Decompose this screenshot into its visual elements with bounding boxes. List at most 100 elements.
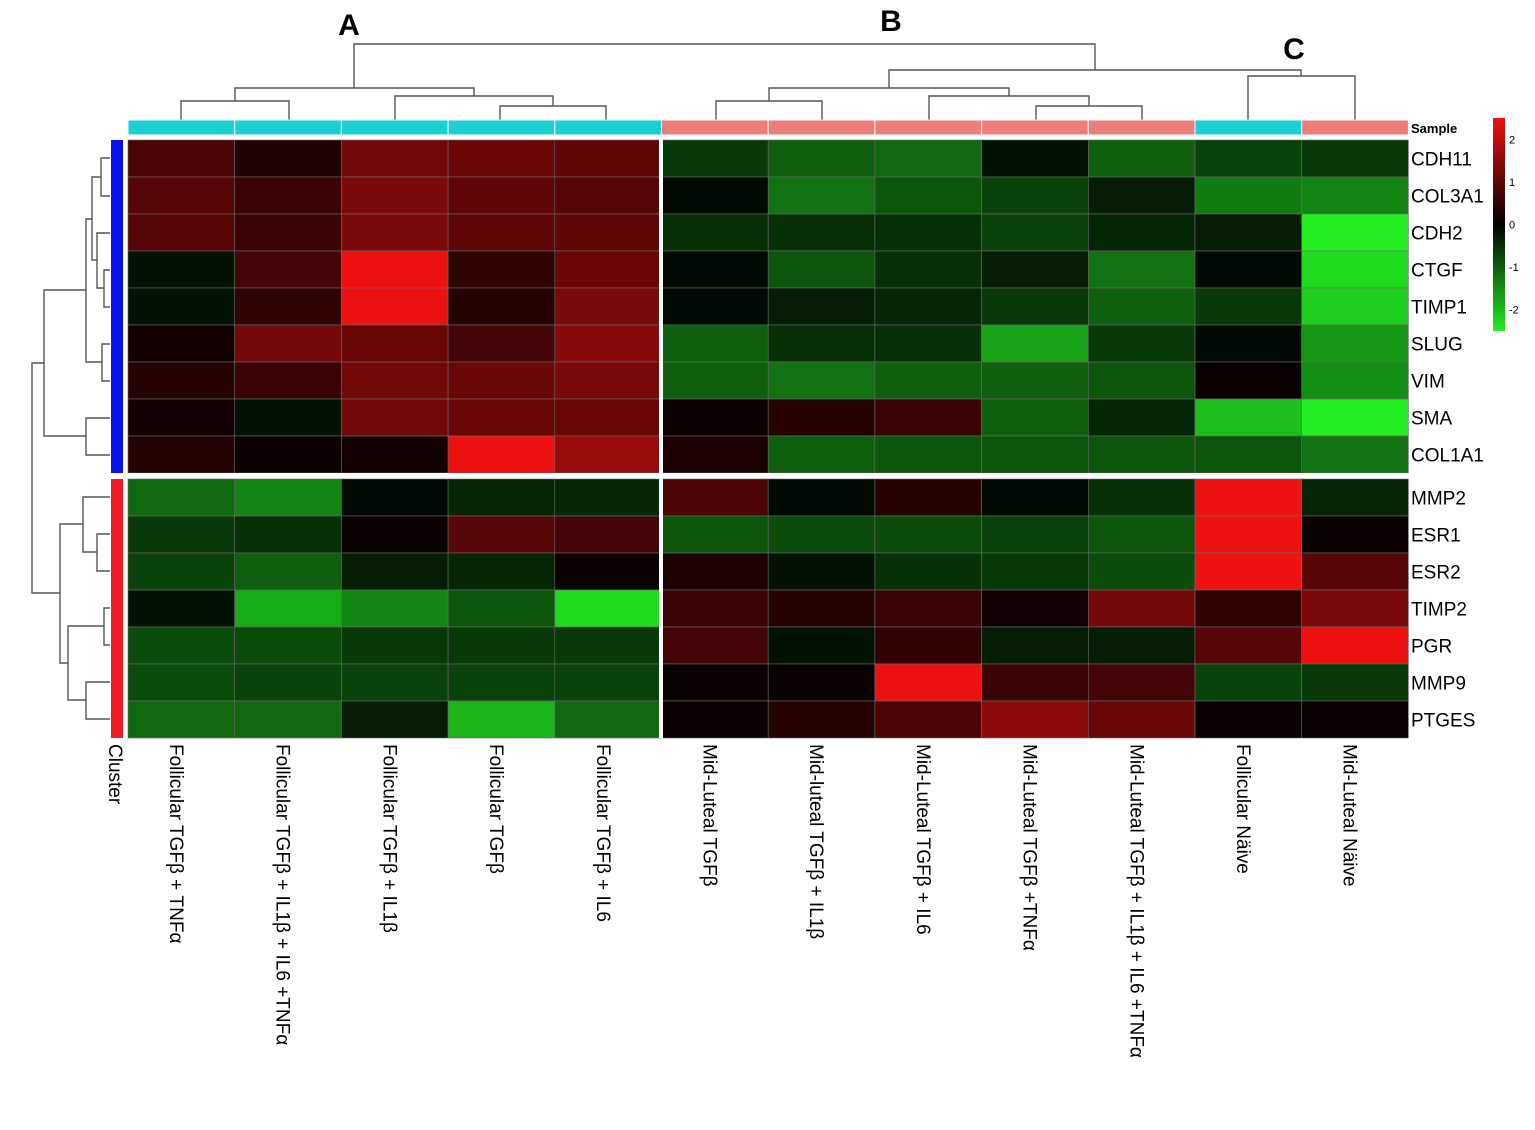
sample-track-cell bbox=[767, 119, 876, 136]
heatmap-cell bbox=[661, 626, 769, 665]
sample-track-cell bbox=[1301, 119, 1409, 136]
heatmap-cell bbox=[1301, 250, 1409, 289]
heatmap-cell bbox=[981, 663, 1089, 702]
heatmap-cell bbox=[234, 398, 342, 437]
sample-track-cell bbox=[981, 119, 1089, 136]
column-label: Follicular TGFβ + IL6 bbox=[592, 744, 613, 922]
heatmap-cell bbox=[554, 626, 662, 665]
heatmap-cell bbox=[981, 287, 1089, 326]
legend-tick-label: -2 bbox=[1509, 305, 1519, 317]
row-labels: CDH11 COL3A1 CDH2 CTGF TIMP1 SLUG VIM SMA COL1A1… bbox=[1411, 150, 1484, 732]
heatmap-cell bbox=[127, 700, 235, 739]
heatmap-cell bbox=[554, 478, 662, 517]
heatmap-cell bbox=[341, 552, 449, 591]
sample-track-cell bbox=[234, 119, 342, 136]
sample-track-cell bbox=[1087, 119, 1196, 136]
row-label: PTGES bbox=[1411, 711, 1475, 732]
heatmap-cell bbox=[874, 287, 982, 326]
group-label-c: C bbox=[1283, 33, 1305, 66]
column-label: Mid-Luteal TGFβ bbox=[699, 744, 720, 887]
row-label: COL3A1 bbox=[1411, 187, 1484, 208]
heatmap-cell bbox=[234, 478, 342, 517]
legend-tick-label: 1 bbox=[1509, 177, 1515, 189]
heatmap-cell bbox=[341, 435, 449, 474]
row-label: VIM bbox=[1411, 372, 1445, 393]
heatmap-cell bbox=[1194, 515, 1302, 554]
heatmap-cell bbox=[1301, 398, 1409, 437]
legend-tick-label: 2 bbox=[1509, 134, 1515, 146]
cluster-track-cell bbox=[111, 553, 123, 590]
heatmap-cell bbox=[447, 139, 556, 178]
heatmap-cell bbox=[1301, 361, 1409, 400]
column-separator bbox=[659, 137, 663, 738]
heatmap-cell bbox=[234, 552, 342, 591]
heatmap-cell bbox=[874, 663, 982, 702]
heatmap-cell bbox=[1194, 287, 1302, 326]
sample-track-cell bbox=[340, 119, 449, 136]
heatmap-cell bbox=[554, 324, 662, 363]
heatmap-cell bbox=[1301, 515, 1409, 554]
heatmap-cell bbox=[874, 478, 982, 517]
heatmap-cell bbox=[554, 552, 662, 591]
heatmap-cell bbox=[447, 626, 556, 665]
heatmap-cell bbox=[447, 213, 556, 252]
heatmap-cell bbox=[874, 626, 982, 665]
heatmap-cell bbox=[874, 515, 982, 554]
row-label: PGR bbox=[1411, 637, 1452, 658]
heatmap-cell bbox=[447, 700, 556, 739]
heatmap-cell bbox=[1088, 324, 1196, 363]
heatmap-cell bbox=[447, 515, 556, 554]
heatmap-cell bbox=[127, 139, 235, 178]
heatmap-cell bbox=[341, 478, 449, 517]
column-labels: Follicular TGFβ + TNFα Follicular TGFβ + … bbox=[165, 744, 1360, 1058]
heatmap-cell bbox=[234, 361, 342, 400]
column-label: Mid-Luteal TGFβ + IL1β + IL6 +TNFα bbox=[1125, 744, 1146, 1058]
heatmap-cell bbox=[1194, 398, 1302, 437]
column-label: Follicular TGFβ + IL1β + IL6 +TNFα bbox=[272, 744, 293, 1045]
heatmap-cell bbox=[874, 250, 982, 289]
heatmap-cell bbox=[234, 324, 342, 363]
heatmap-cell bbox=[1088, 250, 1196, 289]
heatmap-cell bbox=[981, 589, 1089, 628]
heatmap-cell bbox=[661, 478, 769, 517]
heatmap-cell bbox=[1301, 287, 1409, 326]
heatmap-cell bbox=[447, 663, 556, 702]
heatmap-cell bbox=[1194, 361, 1302, 400]
row-label: CDH11 bbox=[1411, 150, 1472, 171]
heatmap-cell bbox=[341, 287, 449, 326]
sample-track-cell bbox=[1194, 119, 1303, 136]
heatmap-cell bbox=[554, 287, 662, 326]
cluster-track-cell bbox=[111, 664, 123, 701]
heatmap-cell bbox=[1194, 700, 1302, 739]
heatmap-cell bbox=[661, 176, 769, 215]
row-label: TIMP1 bbox=[1411, 298, 1467, 319]
heatmap-cell bbox=[874, 361, 982, 400]
heatmap-cell bbox=[1301, 139, 1409, 178]
heatmap-cell bbox=[554, 663, 662, 702]
heatmap-cell bbox=[234, 626, 342, 665]
heatmap-cell bbox=[661, 250, 769, 289]
heatmap-cell bbox=[767, 361, 876, 400]
heatmap-cell bbox=[234, 139, 342, 178]
heatmap-cell bbox=[874, 213, 982, 252]
row-label: CTGF bbox=[1411, 261, 1463, 282]
heatmap-cell bbox=[1301, 552, 1409, 591]
sample-track-cell bbox=[127, 119, 236, 136]
heatmap-cell bbox=[234, 589, 342, 628]
heatmap-cell bbox=[554, 435, 662, 474]
heatmap-cell bbox=[127, 435, 235, 474]
heatmap-cell bbox=[874, 176, 982, 215]
row-label: MMP9 bbox=[1411, 674, 1466, 695]
heatmap-cell bbox=[127, 663, 235, 702]
heatmap-cell bbox=[127, 213, 235, 252]
heatmap-cell bbox=[874, 139, 982, 178]
heatmap-cell bbox=[341, 589, 449, 628]
heatmap-cell bbox=[661, 398, 769, 437]
heatmap-cell bbox=[554, 139, 662, 178]
cluster-track-cell bbox=[111, 214, 123, 251]
heatmap-cell bbox=[127, 626, 235, 665]
heatmap-cell bbox=[767, 700, 876, 739]
heatmap-cell bbox=[1088, 435, 1196, 474]
heatmap-cell bbox=[1194, 626, 1302, 665]
heatmap-cell bbox=[341, 139, 449, 178]
